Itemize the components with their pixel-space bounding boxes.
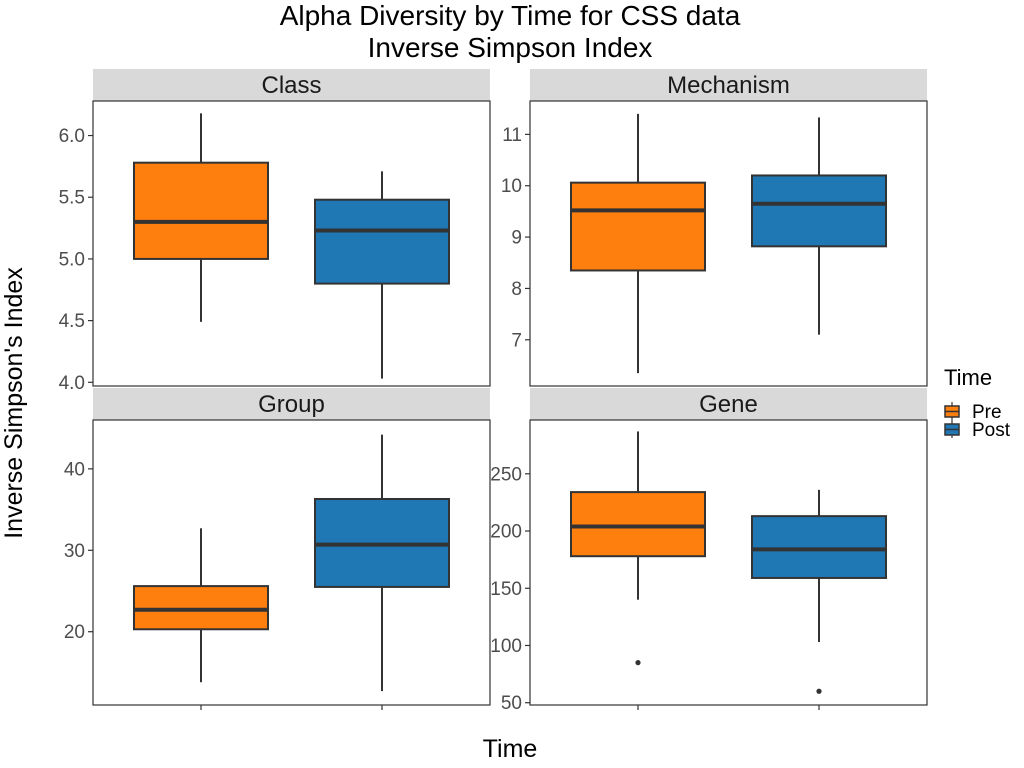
y-tick-label: 4.5 — [59, 311, 85, 332]
box-iqr — [751, 515, 887, 579]
panel-strip — [530, 388, 927, 420]
legend-label: Post — [972, 420, 1011, 441]
panel-border — [529, 100, 928, 387]
box-post — [751, 489, 887, 694]
panel-strip-label: Gene — [699, 391, 758, 418]
box-pre — [133, 113, 269, 322]
legend-item-post: Post — [944, 420, 1011, 441]
y-tick-label: 7 — [511, 330, 522, 351]
box-iqr — [133, 161, 269, 260]
y-tick-label: 8 — [511, 279, 522, 300]
y-tick-label: 5.5 — [59, 188, 85, 209]
box-iqr — [570, 181, 706, 272]
y-tick-label: 250 — [490, 464, 522, 485]
y-tick-label: 10 — [501, 176, 522, 197]
box-post — [314, 171, 450, 379]
box-iqr — [133, 585, 269, 631]
panel-strip — [93, 388, 490, 420]
y-tick-label: 100 — [490, 636, 522, 657]
panel-gene: Gene 50 100 150 200 250 — [490, 388, 928, 714]
x-axis-title: Time — [483, 735, 538, 763]
y-tick-label: 40 — [64, 459, 85, 480]
panel-border — [529, 419, 928, 706]
chart-subtitle: Inverse Simpson Index — [367, 32, 653, 63]
y-tick-label: 5.0 — [59, 249, 85, 270]
y-tick-label: 50 — [501, 693, 522, 714]
outlier-point — [816, 688, 822, 694]
box-post — [314, 434, 450, 692]
y-tick-label: 6.0 — [59, 126, 85, 147]
legend-title: Time — [944, 365, 992, 390]
panel-mechanism: Mechanism 7 8 9 10 11 — [501, 69, 928, 387]
y-tick-label: 11 — [502, 125, 522, 146]
box-pre — [570, 113, 706, 374]
y-axis-title: Inverse Simpson's Index — [0, 267, 28, 539]
box-iqr — [570, 491, 706, 558]
panel-border — [92, 419, 491, 706]
panel-border — [92, 100, 491, 387]
box-pre — [133, 528, 269, 683]
y-tick-label: 200 — [490, 522, 522, 543]
panel-strip — [530, 69, 927, 101]
y-tick-label: 4.0 — [59, 373, 85, 394]
panel-strip-label: Group — [258, 391, 325, 418]
box-iqr — [751, 174, 887, 248]
y-tick-label: 9 — [511, 228, 522, 249]
y-tick-label: 30 — [64, 541, 85, 562]
outlier-point — [635, 660, 641, 666]
y-tick-label: 150 — [490, 579, 522, 600]
panel-class: Class 4.0 4.5 5.0 5.5 6.0 — [59, 69, 491, 394]
chart-title: Alpha Diversity by Time for CSS data — [279, 0, 741, 31]
legend-label: Pre — [972, 402, 1002, 423]
box-pre — [570, 431, 706, 666]
panel-strip-label: Mechanism — [667, 72, 790, 99]
panel-strip — [93, 69, 490, 101]
panel-group: Group 20 30 40 — [64, 388, 491, 710]
legend-item-pre: Pre — [944, 402, 1002, 423]
box-post — [751, 117, 887, 335]
y-tick-label: 20 — [64, 622, 85, 643]
box-iqr — [314, 198, 450, 285]
panel-strip-label: Class — [261, 72, 321, 99]
